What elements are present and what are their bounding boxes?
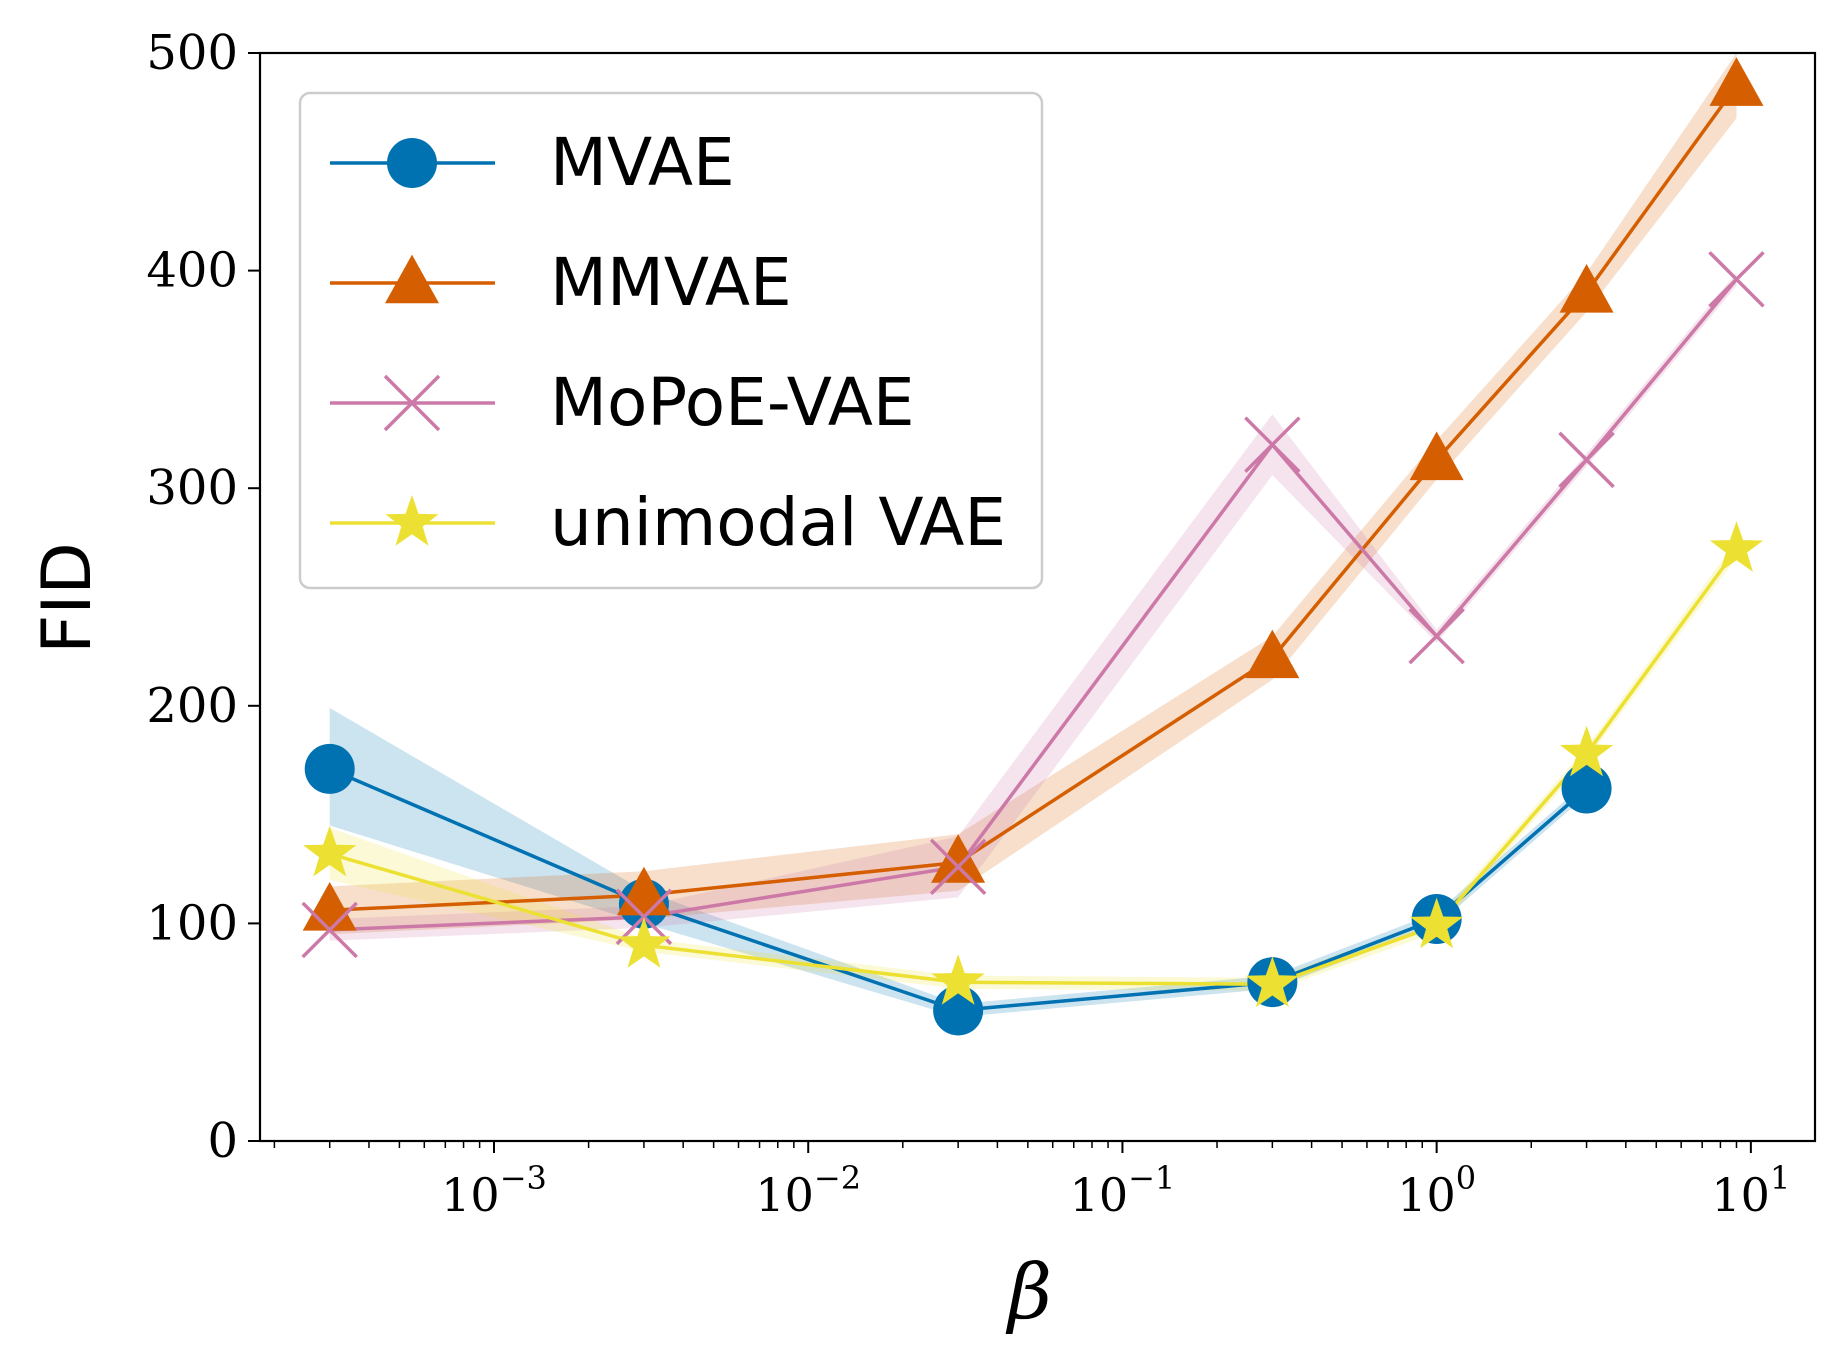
- legend-label-unimodal-vae: unimodal VAE: [550, 484, 1006, 561]
- point-mopoe-vae: [301, 901, 358, 959]
- point-mopoe-vae: [1244, 416, 1301, 473]
- point-mopoe-vae: [1408, 607, 1465, 665]
- legend-marker-mmvae: [385, 254, 439, 304]
- point-unimodal-vae: [931, 954, 985, 1005]
- point-unimodal-vae: [617, 917, 671, 968]
- band-mvae: [329, 708, 1587, 1017]
- point-mopoe-vae: [1558, 431, 1615, 489]
- legend-label-mvae: MVAE: [550, 124, 735, 201]
- legend-marker-unimodal-vae: [385, 495, 439, 546]
- y-axis-label: FID: [28, 542, 107, 654]
- point-mmvae: [1409, 431, 1464, 481]
- legend-label-mopoe-vae: MoPoE-VAE: [550, 364, 915, 441]
- point-unimodal-vae: [303, 825, 357, 877]
- point-mopoe-vae: [929, 838, 987, 896]
- axes: 0 100 200 300 400 500 10−3 10−2 10−1 100 101: [146, 25, 1817, 1222]
- point-mmvae: [1709, 57, 1764, 106]
- x-tick-label: 100: [1397, 1159, 1476, 1222]
- legend-box: [298, 91, 1044, 590]
- point-unimodal-vae: [1709, 521, 1764, 572]
- series-markers: [301, 57, 1765, 1036]
- x-tick-label: 10−2: [755, 1159, 861, 1222]
- point-mopoe-vae: [615, 888, 673, 946]
- legend-marker-mvae: [387, 138, 437, 188]
- x-axis-label: β: [1005, 1247, 1052, 1336]
- legend-marker-mopoe-vae: [383, 374, 441, 432]
- y-tick-label: 300: [146, 460, 238, 516]
- x-tick-label: 10−3: [441, 1159, 547, 1222]
- point-unimodal-vae: [1410, 897, 1464, 949]
- y-tick-label: 500: [146, 25, 238, 81]
- y-tick-label: 100: [146, 895, 238, 951]
- point-mmvae: [1559, 264, 1614, 313]
- point-mvae: [304, 743, 355, 794]
- legend-label-mmvae: MMVAE: [550, 244, 792, 321]
- y-tick-label: 400: [146, 243, 238, 299]
- y-tick-label: 200: [146, 678, 238, 734]
- point-mopoe-vae: [1708, 251, 1765, 308]
- x-tick-label: 101: [1711, 1159, 1790, 1222]
- plot-frame: [258, 51, 1817, 1143]
- point-mmvae: [931, 834, 986, 883]
- point-mvae: [1561, 763, 1612, 814]
- legend: MVAE MMVAE MoPoE-VAE unimodal VAE: [298, 91, 1044, 590]
- confidence-bands: [329, 53, 1737, 1017]
- point-unimodal-vae: [1245, 956, 1299, 1007]
- x-tick-label: 10−1: [1070, 1159, 1176, 1222]
- point-mmvae: [1245, 629, 1300, 679]
- y-tick-label: 0: [207, 1113, 238, 1169]
- point-unimodal-vae: [1559, 725, 1614, 777]
